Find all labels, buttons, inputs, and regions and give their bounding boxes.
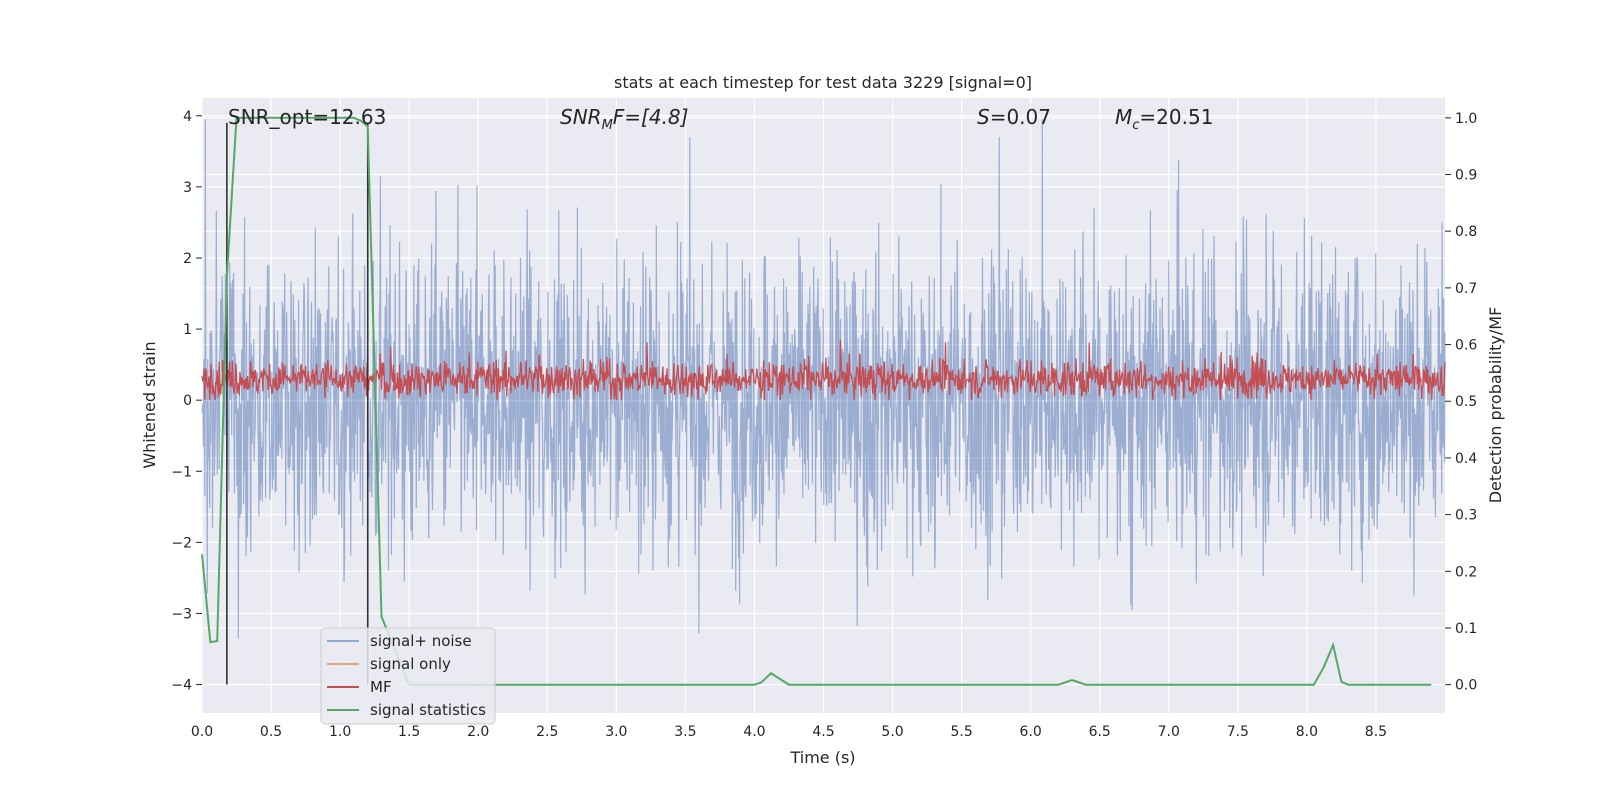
y-right-tick-label: 0.6 (1455, 338, 1477, 354)
legend: signal+ noise signal only MF signal stat… (320, 627, 496, 725)
y-left-tick-label: −1 (171, 464, 192, 480)
x-tick-label: 8.0 (1296, 724, 1318, 740)
x-tick-label: 2.5 (536, 724, 558, 740)
annotation-snr-mf-sub: M (602, 118, 613, 133)
y-right-tick-label: 0.1 (1455, 621, 1477, 637)
annotation-mc-var: M (1115, 105, 1132, 129)
x-tick-label: 2.0 (467, 724, 489, 740)
mf-line (201, 339, 1446, 401)
y-left-axis-ticks: 4 3 2 1 0 −1 −2 −3 −4 (171, 109, 202, 694)
legend-label-signal-noise: signal+ noise (370, 632, 472, 650)
x-tick-label: 4.0 (743, 724, 765, 740)
y-left-axis-label: Whitened strain (140, 341, 159, 468)
annotation-snr-mf-rest: F=[4.8] (613, 105, 689, 129)
signal-statistics-line (201, 116, 1432, 686)
y-right-tick-label: 0.9 (1455, 168, 1477, 184)
y-right-tick-label: 1.0 (1455, 111, 1477, 127)
legend-label-signal-only: signal only (370, 655, 451, 673)
annotation-s: S=0.07 (977, 105, 1051, 129)
annotation-snr-mf-base: SNR (560, 105, 602, 129)
x-axis-label: Time (s) (789, 748, 855, 767)
vertical-markers (226, 122, 369, 685)
y-left-tick-label: −3 (171, 606, 192, 622)
annotation-s-val: =0.07 (990, 105, 1051, 129)
y-right-tick-label: 0.7 (1455, 281, 1477, 297)
legend-label-mf: MF (370, 678, 392, 696)
y-right-tick-label: 0.4 (1455, 451, 1477, 467)
y-left-tick-label: 4 (183, 109, 192, 125)
y-left-tick-label: 3 (183, 180, 192, 196)
x-tick-label: 6.5 (1089, 724, 1111, 740)
annotation-snr-mf: SNRMF=[4.8] (560, 105, 688, 133)
x-tick-label: 7.0 (1158, 724, 1180, 740)
x-tick-label: 8.5 (1365, 724, 1387, 740)
annotation-snr-opt: SNR_opt=12.63 (228, 105, 386, 129)
signal-noise-series (201, 119, 1446, 639)
legend-label-signal-statistics: signal statistics (370, 701, 486, 719)
x-tick-label: 0.5 (260, 724, 282, 740)
y-right-axis-label: Detection probability/MF (1486, 307, 1505, 504)
legend-box (320, 627, 496, 725)
annotation-mc: Mc=20.51 (1115, 105, 1213, 133)
x-tick-label: 3.0 (605, 724, 627, 740)
y-left-tick-label: 0 (183, 393, 192, 409)
x-tick-label: 6.0 (1020, 724, 1042, 740)
y-left-tick-label: −2 (171, 535, 192, 551)
signal-statistics-series (201, 116, 1432, 686)
annotation-mc-sub: c (1132, 118, 1139, 133)
x-tick-label: 4.5 (812, 724, 834, 740)
y-right-tick-label: 0.3 (1455, 508, 1477, 524)
y-right-tick-label: 0.2 (1455, 564, 1477, 580)
x-tick-label: 5.5 (950, 724, 972, 740)
y-left-tick-label: 1 (183, 322, 192, 338)
x-tick-label: 1.5 (398, 724, 420, 740)
x-tick-label: 7.5 (1227, 724, 1249, 740)
y-right-tick-label: 0.5 (1455, 394, 1477, 410)
y-left-tick-label: 2 (183, 251, 192, 267)
x-tick-label: 5.0 (881, 724, 903, 740)
y-right-tick-label: 0.8 (1455, 224, 1477, 240)
annotation-mc-val: =20.51 (1139, 105, 1213, 129)
chart-title: stats at each timestep for test data 322… (614, 73, 1032, 92)
y-right-axis-ticks: 1.0 0.9 0.8 0.7 0.6 0.5 0.4 0.3 0.2 0.1 0.0 (1445, 111, 1477, 694)
x-axis-ticks: 0.0 0.5 1.0 1.5 2.0 2.5 3.0 3.5 4.0 4.5 5.0 5.5 6.0 6… (191, 724, 1387, 740)
signal-noise-line (201, 119, 1446, 639)
mf-series (201, 339, 1446, 401)
x-tick-label: 1.0 (329, 724, 351, 740)
annotation-s-var: S (977, 105, 990, 129)
y-left-tick-label: −4 (171, 678, 192, 694)
x-tick-label: 3.5 (674, 724, 696, 740)
x-tick-label: 0.0 (191, 724, 213, 740)
y-right-tick-label: 0.0 (1455, 678, 1477, 694)
